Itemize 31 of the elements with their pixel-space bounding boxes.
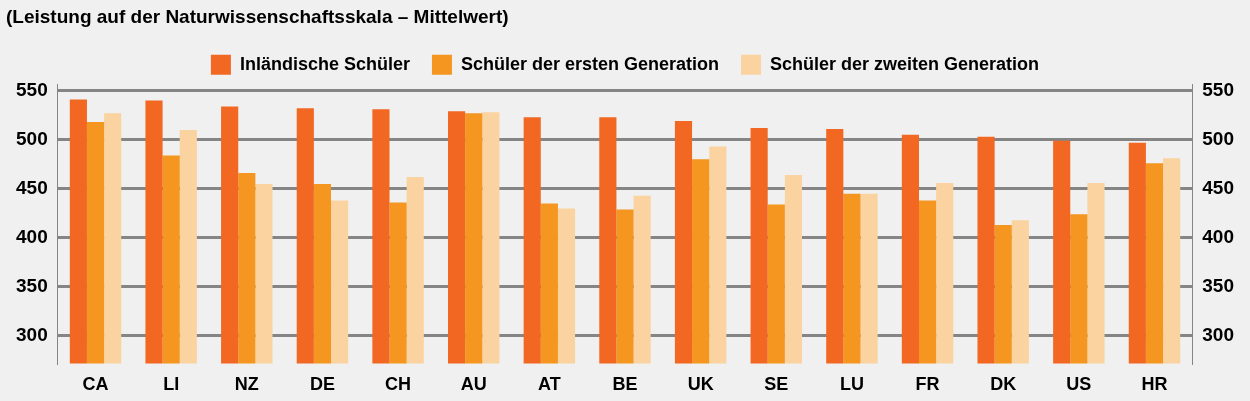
y-tick-label: 550 [16,78,48,100]
legend-label: Schüler der zweiten Generation [770,53,1040,74]
y-tick-label: 400 [16,226,48,248]
y2-tick-label: 500 [1202,127,1234,149]
y2-tick-label: 350 [1202,275,1234,297]
x-tick-label: AT [538,374,561,395]
legend-label: Inländische Schüler [239,53,410,74]
y-tick-label: 500 [16,127,48,149]
y-tick-label: 300 [16,324,48,346]
x-tick-label: US [1066,374,1092,395]
x-tick-label: AU [460,374,487,395]
x-tick-label: SE [764,374,789,395]
y2-tick-label: 550 [1202,78,1234,100]
x-tick-label: BE [612,374,638,395]
x-tick-label: DK [990,374,1017,395]
x-tick-label: NZ [234,374,259,395]
x-tick-label: LI [163,374,180,395]
y-tick-label: 350 [16,275,48,297]
x-tick-label: HR [1141,374,1168,395]
x-tick-label: UK [687,374,714,395]
y-tick-label: 450 [16,177,48,199]
x-tick-label: LU [839,374,864,395]
x-tick-label: CH [385,374,412,395]
x-tick-label: CA [82,374,109,395]
y2-tick-label: 300 [1202,324,1234,346]
y2-tick-label: 450 [1202,177,1234,199]
x-tick-label: DE [309,374,335,395]
y2-tick-label: 400 [1202,226,1234,248]
chart-title: (Leistung auf der Naturwissenschaftsskala – Mittelwert) [6,5,509,27]
legend-label: Schüler der ersten Generation [460,53,720,74]
x-tick-label: FR [915,374,940,395]
